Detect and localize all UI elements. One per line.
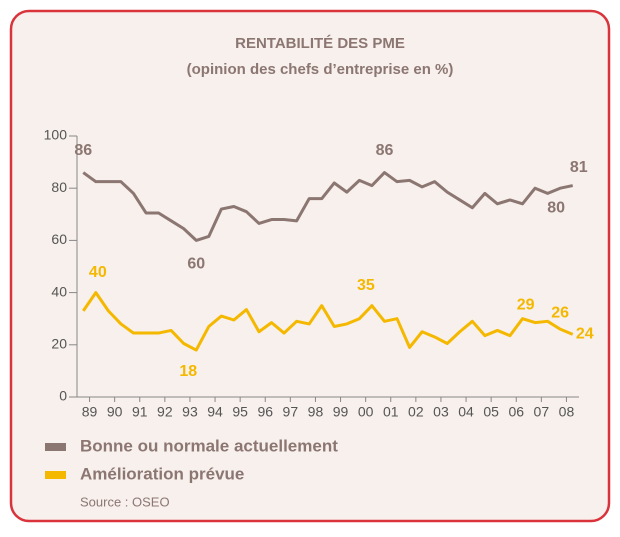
x-tick-label: 95 <box>232 404 248 420</box>
legend-label: Amélioration prévue <box>80 464 244 483</box>
data-label: 26 <box>551 304 569 321</box>
chart-title: RENTABILITÉ DES PME <box>235 35 405 52</box>
source: Source : OSEO <box>80 494 170 509</box>
x-tick-label: 05 <box>483 404 499 420</box>
chart-subtitle: (opinion des chefs d’entreprise en %) <box>187 61 454 78</box>
data-label: 18 <box>179 363 197 380</box>
series-line <box>82 291 574 352</box>
x-tick-label: 94 <box>207 404 223 420</box>
x-tick-label: 02 <box>408 404 424 420</box>
x-tick-label: 91 <box>132 404 148 420</box>
x-tick-label: 99 <box>333 404 349 420</box>
x-tick-label: 08 <box>559 404 575 420</box>
data-label: 35 <box>357 277 375 294</box>
legend-label: Bonne ou normale actuellement <box>80 436 338 455</box>
series-line <box>82 171 574 242</box>
data-label: 80 <box>547 199 565 216</box>
y-tick-label: 20 <box>51 336 67 352</box>
x-tick-label: 98 <box>308 404 324 420</box>
x-tick-label: 92 <box>157 404 173 420</box>
data-label: 60 <box>187 256 205 273</box>
data-label: 81 <box>570 159 588 176</box>
y-tick-label: 0 <box>59 388 67 404</box>
data-label: 86 <box>74 142 92 159</box>
x-tick-label: 07 <box>534 404 550 420</box>
x-tick-label: 96 <box>257 404 273 420</box>
y-tick-label: 40 <box>51 283 67 299</box>
x-tick-label: 00 <box>358 404 374 420</box>
x-tick-label: 93 <box>182 404 198 420</box>
y-tick-label: 100 <box>44 127 68 143</box>
data-label: 24 <box>576 326 594 343</box>
x-tick-label: 06 <box>508 404 524 420</box>
legend-swatch <box>45 443 66 451</box>
x-tick-label: 90 <box>107 404 123 420</box>
legend-swatch <box>45 471 66 479</box>
card <box>9 9 611 523</box>
y-tick-label: 80 <box>51 179 67 195</box>
x-tick-label: 04 <box>458 404 474 420</box>
x-tick-label: 03 <box>433 404 449 420</box>
y-tick-label: 60 <box>51 231 67 247</box>
x-tick-label: 89 <box>82 404 98 420</box>
data-label: 86 <box>376 142 394 159</box>
x-tick-label: 97 <box>283 404 299 420</box>
x-tick-label: 01 <box>383 404 399 420</box>
data-label: 29 <box>517 297 535 314</box>
data-label: 40 <box>89 264 107 281</box>
